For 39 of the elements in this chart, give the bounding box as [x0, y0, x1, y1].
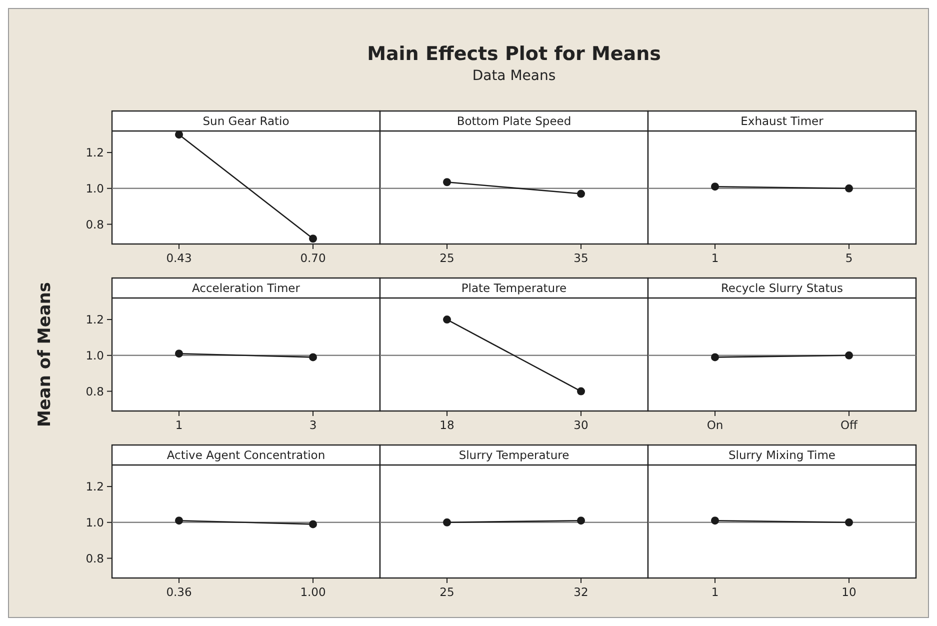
text: Data Means	[472, 68, 556, 84]
x-tick-label: 25	[440, 251, 454, 265]
text: Main Effects Plot for Means	[367, 43, 661, 65]
chart-title: Plate Temperature	[461, 281, 567, 295]
chart-title: Active Agent Concentration	[166, 448, 326, 462]
chart-title: Acceleration Timer	[192, 281, 300, 295]
x-tick-label: 0.36	[166, 585, 192, 599]
y-tick-label: 1.0	[86, 181, 104, 196]
chart-title: Bottom Plate Speed	[456, 114, 572, 128]
x-tick-label: 1	[711, 585, 719, 599]
x-tick-label: 25	[440, 585, 454, 599]
chart-title: Slurry Temperature	[458, 448, 570, 462]
x-tick-label: 1.00	[300, 585, 326, 599]
y-tick-label: 0.8	[86, 384, 104, 398]
y-tick-label: 1.2	[86, 146, 104, 160]
x-tick-label: Off	[840, 418, 859, 432]
x-tick-label: 1	[711, 251, 719, 265]
x-tick-label: 5	[845, 251, 853, 265]
y-tick-label: 1.0	[86, 515, 104, 530]
x-tick-label: 0.43	[166, 251, 192, 265]
x-tick-label: 32	[574, 585, 588, 599]
y-tick-label: 1.0	[86, 348, 104, 362]
chart-title: Exhaust Timer	[740, 114, 824, 128]
x-tick-label: 1	[175, 418, 183, 432]
x-tick-label: 35	[574, 251, 588, 265]
chart-title: Recycle Slurry Status	[720, 281, 844, 295]
x-tick-label: 0.70	[300, 251, 326, 265]
chart-title: Sun Gear Ratio	[202, 114, 290, 128]
y-tick-label: 1.2	[86, 480, 104, 494]
x-tick-label: 30	[574, 418, 588, 432]
y-tick-label: 0.8	[86, 217, 104, 232]
y-tick-label: 1.2	[86, 312, 104, 327]
y-tick-label: 0.8	[86, 551, 104, 566]
x-tick-label: On	[706, 418, 724, 432]
x-tick-label: 18	[440, 418, 454, 432]
chart-title: Slurry Mixing Time	[728, 448, 836, 462]
y-axis-title: Mean of Means	[35, 282, 55, 428]
x-tick-label: 3	[309, 418, 317, 432]
x-tick-label: 10	[842, 585, 856, 599]
